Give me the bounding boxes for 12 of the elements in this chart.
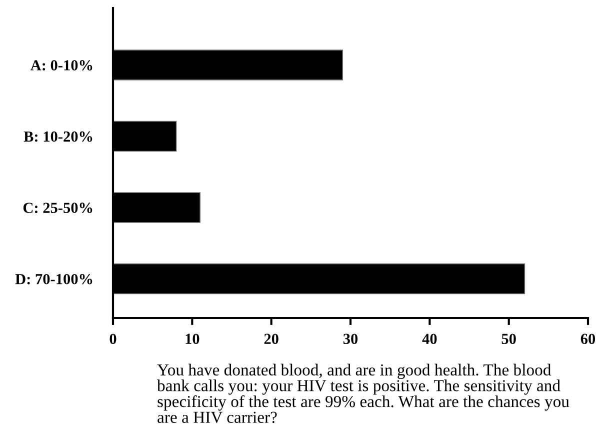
y-tick-label: D: 70-100% bbox=[15, 274, 92, 284]
y-tick-label: C: 25-50% bbox=[23, 202, 92, 214]
x-tick-label: 30 bbox=[343, 334, 358, 344]
x-tick-label: 10 bbox=[186, 334, 200, 344]
x-tick-label: 20 bbox=[264, 334, 278, 344]
x-tick-label: 50 bbox=[502, 334, 516, 344]
y-tick-label: A: 0-10% bbox=[30, 60, 92, 71]
y-tick-label: B: 10-20% bbox=[24, 131, 92, 142]
x-axis-title: You have donated blood, and are in good health. The blood bank calls you: your HIV test is positive. The sensitivity and specificity of the test are 99% each. What are the chances you are a HIV carrier? bbox=[157, 364, 570, 424]
x-tick-label: 0 bbox=[110, 334, 116, 344]
x-tick-label: 60 bbox=[580, 334, 596, 344]
x-tick-label: 40 bbox=[422, 334, 437, 344]
